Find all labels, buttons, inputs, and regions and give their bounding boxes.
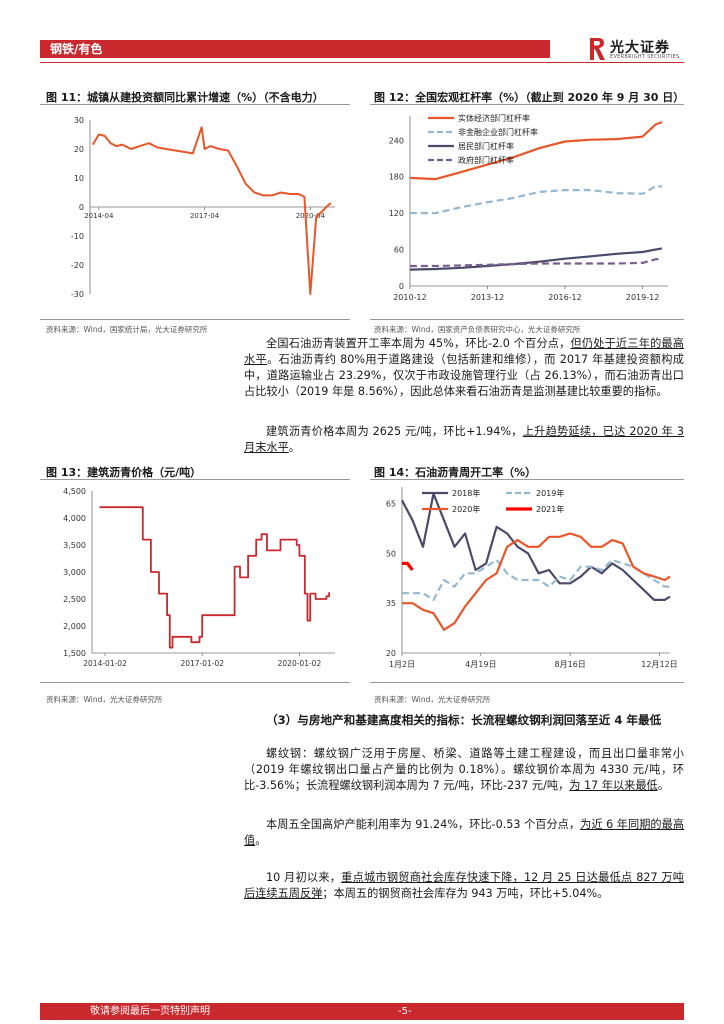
fig11-x-tick-label: 2020-04 — [296, 212, 326, 220]
fig12-legend-label: 居民部门杠杆率 — [458, 141, 514, 151]
fig14-legend-label: 2021年 — [536, 504, 564, 514]
fig12-series-line — [409, 247, 663, 271]
paragraph-blast-furnace: 本周五全国高炉产能利用率为 91.24%，环比-0.53 个百分点，为近 6 年… — [244, 818, 685, 847]
fig13-y-tick-label: 4,000 — [63, 514, 86, 523]
fig11-x-tick-label: 2014-04 — [84, 212, 114, 220]
fig14-series-line — [402, 558, 670, 602]
fig14-x-tick-label: 4月19日 — [465, 660, 496, 669]
fig12-frame — [370, 104, 684, 320]
fig14-y-tick-label: 65 — [386, 500, 396, 509]
fig14-series-line — [402, 561, 414, 571]
fig12-x-tick-label: 2010-12 — [393, 293, 426, 302]
fig12-series-line — [409, 185, 662, 215]
logo-subtext: EVERBRIGHT SECURITIES — [610, 54, 680, 60]
fig13-x-tick-label: 2020-01-02 — [278, 659, 322, 668]
fig12-y-tick-label: 180 — [389, 173, 404, 182]
fig12-chart: 240 180 120 60 0 2010-12 2013-12 2016-12 2019-12… — [389, 113, 668, 302]
fig13-y-tick-label: 1,500 — [63, 649, 86, 658]
company-logo: 光大证券 EVERBRIGHT SECURITIES — [588, 34, 688, 64]
fig14-title: 图 14：石油沥青周开工率（%） — [374, 466, 537, 479]
fig13-x-tick-label: 2017-01-02 — [180, 659, 224, 668]
footer-notice: 敬请参阅最后一页特别声明 — [90, 1006, 210, 1017]
fig13-y-tick-label: 3,000 — [63, 568, 86, 577]
fig13-x-tick-label: 2014-01-02 — [83, 659, 127, 668]
fig14-chart: 65 50 35 20 1月2日 4月19日 8月16日 12月12日 2018年 2019年 20… — [386, 487, 678, 669]
fig14-legend-label: 2020年 — [452, 504, 480, 514]
logo-mark-icon — [590, 38, 605, 60]
section3-heading: （3）与房地产和基建高度相关的指标：长流程螺纹钢利润回落至近 4 年最低 — [266, 713, 662, 727]
fig12-legend-label: 实体经济部门杠杆率 — [458, 113, 530, 123]
fig11-title: 图 11：城镇从建投资额同比累计增速（%）（不含电力） — [46, 91, 324, 104]
fig14-series-line — [401, 492, 671, 602]
fig11-source: 资料来源：Wind，国家统计局，光大证券研究所 — [46, 325, 208, 334]
fig12-x-tick-label: 2019-12 — [626, 293, 659, 302]
fig13-y-tick-label: 3,500 — [63, 541, 86, 550]
fig12-y-tick-label: 0 — [399, 282, 404, 291]
fig12-series-line — [409, 257, 663, 268]
fig12-y-tick-label: 120 — [389, 209, 404, 218]
page-number: -5- — [398, 1006, 412, 1017]
fig14-frame — [370, 479, 684, 683]
header-rule — [40, 62, 684, 63]
fig12-source: 资料来源：Wind，国家资产负债表研究中心，光大证券研究所 — [374, 325, 581, 334]
fig12-y-tick-label: 240 — [389, 136, 404, 145]
fig11-y-tick-label: 10 — [74, 174, 84, 183]
fig13-y-tick-label: 4,500 — [63, 487, 86, 496]
fig12-series-line — [409, 121, 663, 181]
fig13-title: 图 13：建筑沥青价格（元/吨） — [46, 466, 202, 479]
fig13-series-line — [99, 506, 330, 649]
fig11-chart: 30 20 10 0 -10 -20 -30 2014-04 2017-04 2020-04 — [71, 116, 335, 299]
logo-text: 光大证券 — [610, 40, 670, 56]
paragraph-asphalt-utilization: 全国石油沥青装置开工率本周为 45%，环比-2.0 个百分点，但仍处于近三年的最… — [244, 337, 684, 398]
fig14-source: 资料来源：Wind，光大证券研究所 — [374, 695, 491, 704]
fig11-y-tick-label: -20 — [71, 261, 84, 270]
fig11-y-tick-label: 0 — [79, 203, 84, 212]
section-tag: 钢铁/有色 — [40, 40, 550, 58]
fig11-x-tick-label: 2017-04 — [190, 212, 220, 220]
fig13-y-tick-label: 2,000 — [63, 622, 86, 631]
fig14-y-tick-label: 35 — [386, 599, 396, 608]
fig13-source: 资料来源：Wind，光大证券研究所 — [46, 695, 163, 704]
fig12-legend-label: 非金融企业部门杠杆率 — [458, 127, 538, 137]
fig13-chart: 4,500 4,000 3,500 3,000 2,500 2,000 1,5002014-… — [63, 487, 335, 668]
paragraph-asphalt-price: 建筑沥青价格本周为 2625 元/吨，环比+1.94%，上升趋势延续，已达 20… — [244, 425, 684, 454]
fig13-y-tick-label: 2,500 — [63, 595, 86, 604]
fig14-x-tick-label: 8月16日 — [555, 660, 586, 669]
fig11-y-tick-label: -30 — [71, 290, 84, 299]
footer-bar: 敬请参阅最后一页特别声明 -5- — [40, 1003, 684, 1020]
fig11-frame — [40, 104, 350, 320]
paragraph-rebar: 螺纹钢：螺纹钢广泛用于房屋、桥梁、道路等土建工程建设，而且出口量非常小（2019… — [244, 747, 684, 792]
fig11-y-tick-label: -10 — [71, 232, 84, 241]
fig12-x-tick-label: 2016-12 — [548, 293, 581, 302]
fig14-y-tick-label: 50 — [386, 549, 396, 558]
fig14-legend-label: 2018年 — [452, 488, 480, 498]
fig11-series-line — [92, 126, 332, 295]
fig14-x-tick-label: 1月2日 — [389, 660, 415, 669]
fig14-x-tick-label: 12月12日 — [641, 660, 677, 669]
paragraph-inventory: 10 月初以来，重点城市钢贸商社会库存快速下降，12 月 25 日达最低点 82… — [244, 871, 684, 900]
fig11-y-tick-label: 30 — [74, 116, 84, 125]
fig14-y-tick-label: 20 — [386, 649, 396, 658]
fig11-y-tick-label: 20 — [74, 145, 84, 154]
fig12-legend-label: 政府部门杠杆率 — [458, 155, 514, 165]
fig12-title: 图 12：全国宏观杠杆率（%）（截止到 2020 年 9 月 30 日） — [374, 91, 685, 104]
fig14-series-line — [402, 532, 671, 631]
fig14-legend-label: 2019年 — [536, 488, 564, 498]
fig12-x-tick-label: 2013-12 — [471, 293, 504, 302]
fig12-y-tick-label: 60 — [394, 246, 404, 255]
fig13-frame — [40, 479, 350, 683]
